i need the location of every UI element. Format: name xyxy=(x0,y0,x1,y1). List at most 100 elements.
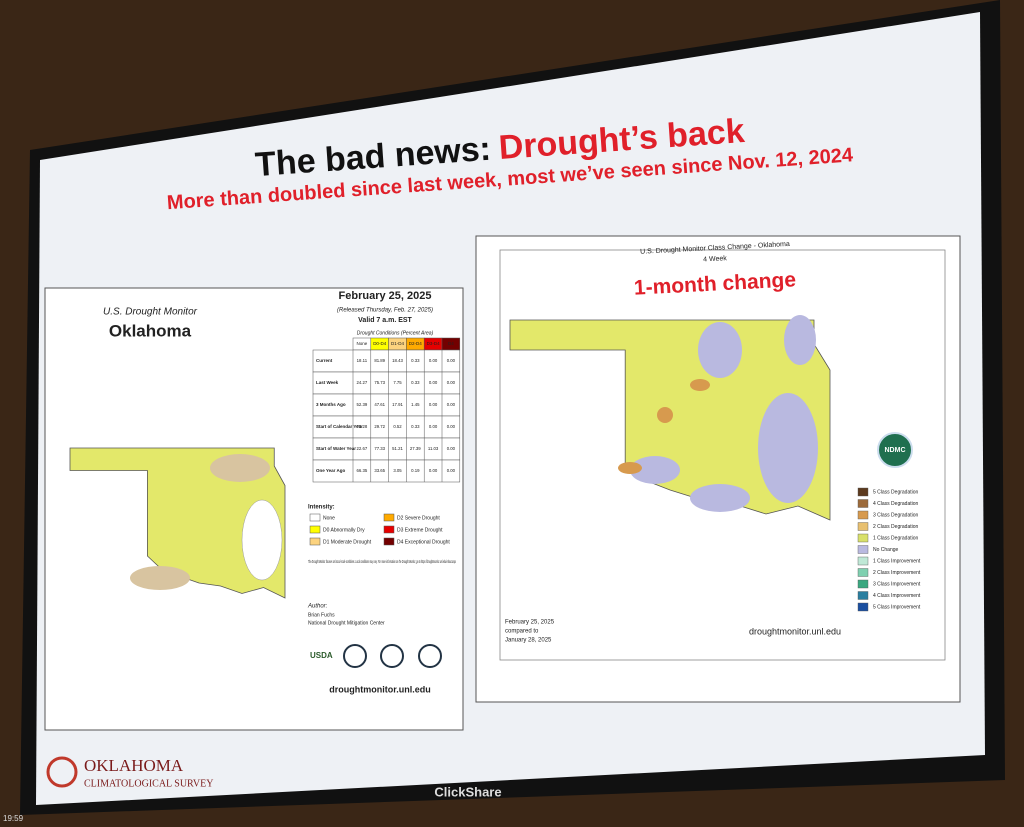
table-cell: 0.00 xyxy=(447,380,456,385)
table-cell: 0.00 xyxy=(447,358,456,363)
no-change-area xyxy=(630,456,680,484)
change-label: 1 Class Improvement xyxy=(873,558,921,564)
right-subheader: 4 Week xyxy=(703,255,727,263)
table-cell: 33.65 xyxy=(374,468,385,473)
d1-area xyxy=(130,566,190,590)
change-swatch xyxy=(857,487,869,497)
degradation-area xyxy=(657,407,673,423)
change-swatch xyxy=(857,579,869,589)
table-row xyxy=(312,349,461,373)
oklahoma-map xyxy=(69,447,286,599)
change-label: 2 Class Degradation xyxy=(873,524,919,530)
table-cell: 0.00 xyxy=(429,358,438,363)
table-cell: 52.39 xyxy=(357,402,368,407)
change-label: 1 Class Degradation xyxy=(873,535,919,541)
degradation-area xyxy=(618,462,642,474)
table-cell: 27.39 xyxy=(410,446,421,451)
table-cell: 0.00 xyxy=(447,446,456,451)
change-swatch xyxy=(857,510,869,520)
row-label: One Year Ago xyxy=(316,468,346,473)
legend-label: D0 Abnormally Dry xyxy=(323,527,365,533)
author-title: Author: xyxy=(307,604,328,610)
table-cell: 77.33 xyxy=(374,446,385,451)
legend-swatch xyxy=(383,525,395,534)
table-head: D0-D4 xyxy=(373,341,387,346)
table-row xyxy=(312,459,461,483)
legend-swatch xyxy=(309,513,321,522)
table-cell: 75.73 xyxy=(374,380,385,385)
compare-3: January 28, 2025 xyxy=(505,638,552,644)
change-label: No Change xyxy=(873,547,899,553)
compare-2: compared to xyxy=(505,629,539,635)
map-date: February 25, 2025 xyxy=(339,290,432,302)
change-label: 5 Class Degradation xyxy=(873,489,919,495)
author-org: National Drought Mitigation Center xyxy=(308,620,385,626)
left-url: droughtmonitor.unl.edu xyxy=(329,684,430,694)
author: Brian Fuchs xyxy=(308,612,335,618)
panel-header: U.S. Drought Monitor xyxy=(103,307,198,318)
table-cell: 29.72 xyxy=(374,424,385,429)
legend-label: D4 Exceptional Drought xyxy=(397,539,450,545)
org-line1: OKLAHOMA xyxy=(84,756,184,775)
agency-logo xyxy=(418,644,442,668)
table-cell: 7.75 xyxy=(393,380,402,385)
change-label: 3 Class Degradation xyxy=(873,512,919,518)
row-label: Start of Water Year xyxy=(316,446,356,451)
table-cell: 0.00 xyxy=(429,468,438,473)
table-cell: 18.11 xyxy=(357,358,368,363)
agency-logo xyxy=(343,644,367,668)
table-head: None xyxy=(357,341,368,346)
table-cell: 0.00 xyxy=(429,380,438,385)
table-caption: Drought Conditions (Percent Area) xyxy=(357,330,434,336)
table-cell: 47.61 xyxy=(374,402,385,407)
right-frame xyxy=(499,249,946,661)
right-url: droughtmonitor.unl.edu xyxy=(749,626,841,636)
row-label: Current xyxy=(316,358,333,363)
table-cell: 0.00 xyxy=(447,424,456,429)
row-label: Last Week xyxy=(316,380,339,385)
released: (Released Thursday, Feb. 27, 2025) xyxy=(337,308,433,314)
table-cell: 11.03 xyxy=(428,446,439,451)
no-change-area xyxy=(690,484,750,512)
table-cell: 1.45 xyxy=(411,402,420,407)
legend-swatch xyxy=(309,525,321,534)
change-swatch xyxy=(857,591,869,600)
d1-area xyxy=(210,454,270,482)
clickshare: ClickShare xyxy=(434,784,501,799)
table-cell: 51.21 xyxy=(392,446,403,451)
change-swatch xyxy=(857,533,869,543)
table-head: D2-D4 xyxy=(409,341,423,346)
table-head: D3-D4 xyxy=(427,341,441,346)
table-cell: 18.43 xyxy=(392,358,403,363)
table-cell: 0.33 xyxy=(411,358,420,363)
change-swatch xyxy=(857,556,869,566)
table-head: D4 xyxy=(448,341,454,346)
ndmc-label: NDMC xyxy=(885,447,906,454)
table-cell: 22.67 xyxy=(357,446,368,451)
table-cell: 0.00 xyxy=(429,424,438,429)
ocs-logo xyxy=(46,756,78,788)
legend-label: None xyxy=(323,515,335,521)
legend-swatch xyxy=(383,537,395,546)
compare-1: February 25, 2025 xyxy=(505,620,555,626)
table-cell: 0.00 xyxy=(447,402,456,407)
no-change-area xyxy=(784,315,816,365)
org-line2: CLIMATOLOGICAL SURVEY xyxy=(84,778,213,789)
none-area xyxy=(241,499,283,581)
clock: 19:59 xyxy=(3,814,24,823)
table-cell: 17.91 xyxy=(392,402,403,407)
ndmc-badge xyxy=(877,432,913,468)
legend-label: D1 Moderate Drought xyxy=(323,539,372,545)
change-label: 4 Class Improvement xyxy=(873,593,921,599)
note: The Drought Monitor focuses on broad-sca… xyxy=(308,559,456,564)
usda-logo: USDA xyxy=(310,651,333,660)
change-label: 4 Class Degradation xyxy=(873,501,919,507)
degradation-area xyxy=(690,379,710,391)
legend-label: D2 Severe Drought xyxy=(397,515,440,521)
table-cell: 0.33 xyxy=(411,424,420,429)
table-cell: 66.35 xyxy=(357,468,368,473)
intensity-title: Intensity: xyxy=(308,505,335,511)
valid: Valid 7 a.m. EST xyxy=(358,317,412,324)
